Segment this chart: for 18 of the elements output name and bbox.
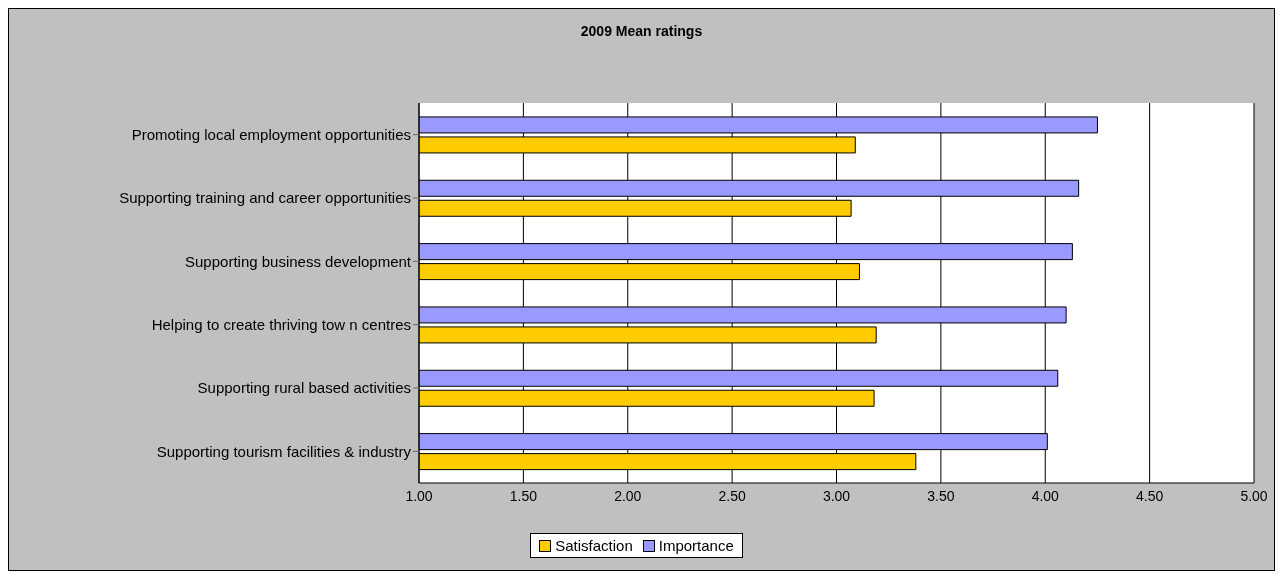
x-tick-label: 3.00 — [822, 487, 851, 504]
x-tick-label: 3.50 — [927, 487, 955, 504]
x-tick-label: 1.00 — [405, 487, 433, 504]
y-tick-label: Supporting training and career opportunities — [119, 189, 411, 207]
y-tick-label: Helping to create thriving tow n centres — [151, 315, 411, 333]
x-tick-label: 1.50 — [509, 487, 538, 504]
y-tick-label: Supporting rural based activities — [197, 379, 411, 397]
x-tick-label: 2.00 — [614, 487, 642, 504]
y-tick-label: Promoting local employment opportunities — [131, 125, 411, 143]
legend-label: Importance — [657, 537, 734, 554]
y-tick-label: Supporting tourism facilities & industry — [156, 442, 412, 460]
legend-label: Satisfaction — [554, 537, 633, 554]
y-tick-label: Supporting business development — [185, 252, 412, 270]
x-tick-label: 2.50 — [718, 487, 746, 504]
x-tick-label: 5.00 — [1240, 487, 1268, 504]
chart-title: 2009 Mean ratings — [579, 22, 704, 41]
x-tick-label: 4.00 — [1031, 487, 1060, 504]
x-tick-label: 4.50 — [1136, 487, 1164, 504]
